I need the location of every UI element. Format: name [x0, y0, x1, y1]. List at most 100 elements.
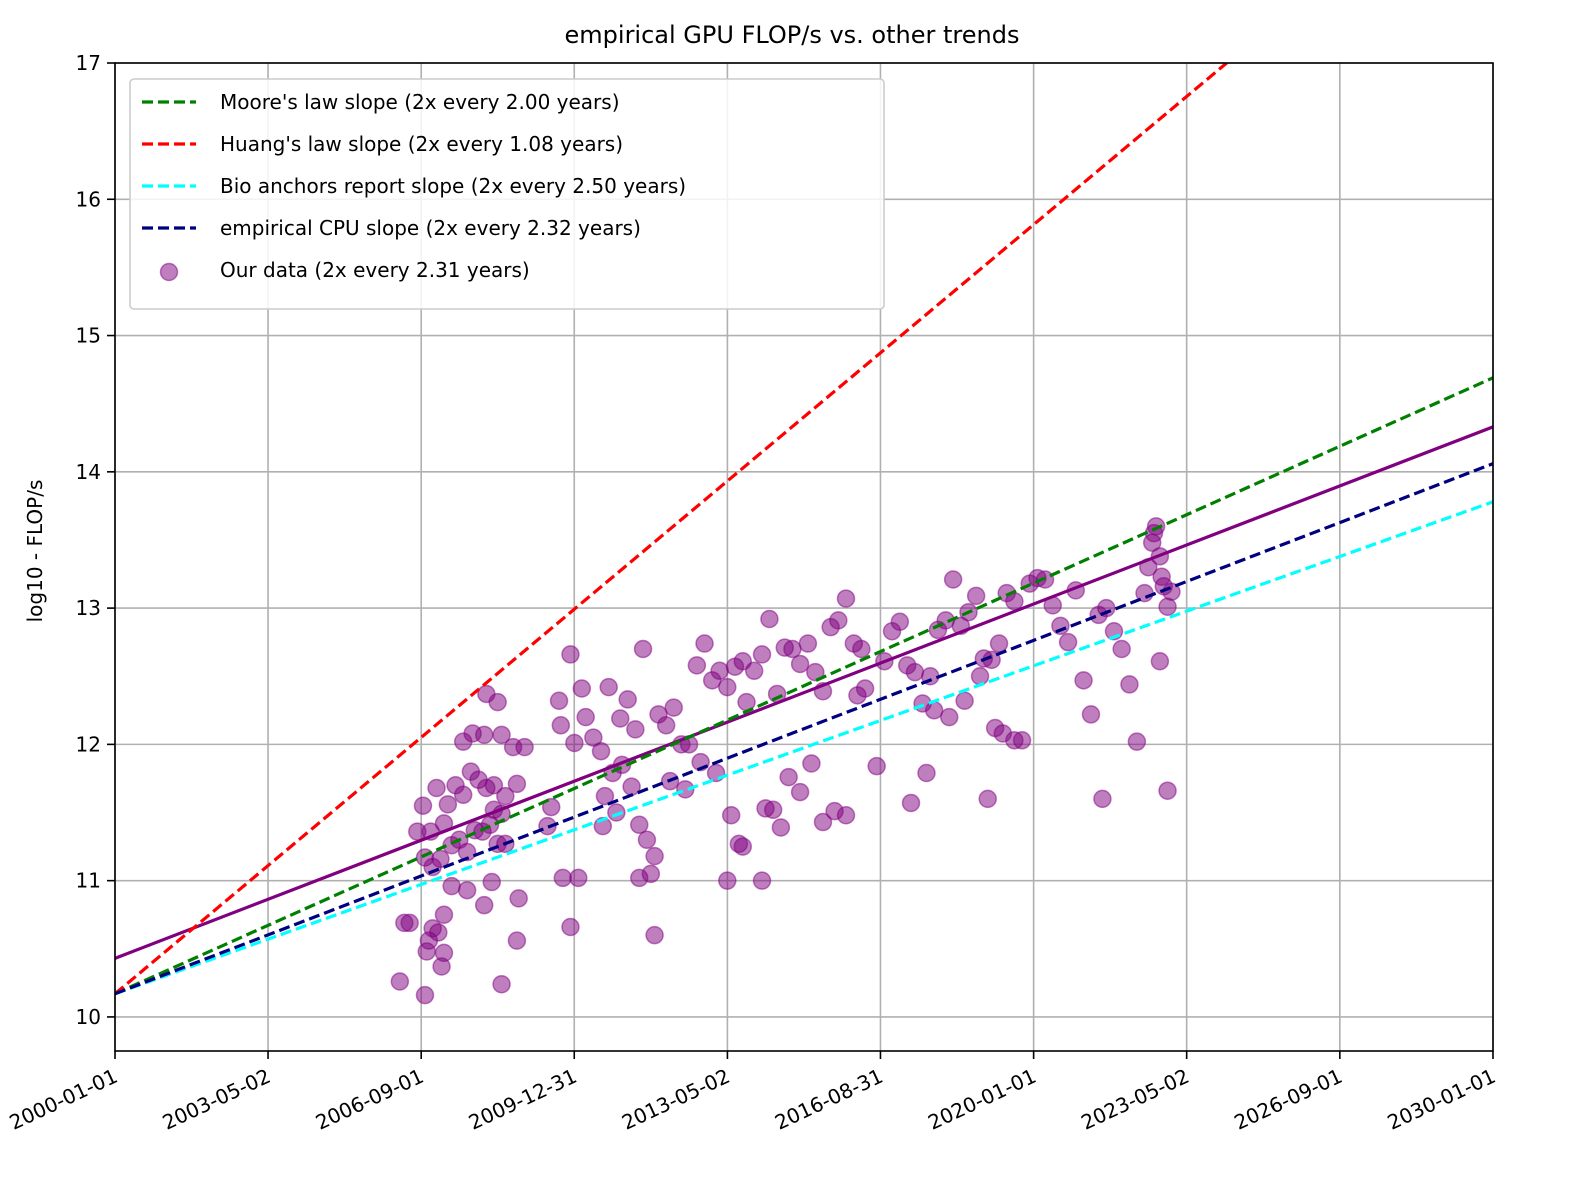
scatter-point: [591, 741, 611, 761]
scatter-point: [813, 681, 833, 701]
scatter-point: [551, 716, 571, 735]
scatter-point: [779, 767, 798, 787]
y-tick-label: 16: [76, 187, 101, 211]
scatter-point: [645, 925, 664, 945]
scatter-point: [802, 754, 821, 773]
scatter-point: [561, 645, 580, 664]
scatter-point: [595, 786, 615, 806]
scatter-point: [496, 786, 515, 806]
scatter-point: [474, 895, 494, 915]
scatter-point: [400, 913, 419, 933]
scatter-point: [676, 780, 695, 799]
scatter-point: [718, 871, 737, 890]
scatter-point: [852, 639, 871, 659]
y-tick-label: 17: [76, 51, 101, 75]
scatter-point: [855, 679, 875, 698]
scatter-point: [721, 805, 741, 825]
scatter-point: [434, 905, 454, 924]
scatter-point: [482, 872, 502, 892]
scatter-point: [1150, 547, 1170, 566]
legend-label: Moore's law slope (2x every 2.00 years): [220, 90, 620, 114]
scatter-point: [626, 720, 645, 739]
scatter-point: [718, 677, 737, 697]
scatter-point: [836, 589, 856, 608]
x-tick-label: 2013-05-02: [618, 1064, 733, 1135]
trend-line: [115, 500, 1493, 996]
scatter-point: [457, 880, 477, 900]
scatter-point: [1127, 732, 1147, 751]
scatter-point: [939, 707, 959, 727]
y-tick-label: 14: [76, 460, 101, 484]
scatter-point: [576, 707, 595, 727]
scatter-point: [541, 797, 561, 817]
scatter-point: [943, 570, 963, 589]
legend-label: empirical CPU slope (2x every 2.32 years…: [220, 216, 641, 240]
scatter-point: [622, 777, 641, 796]
scatter-point: [706, 763, 726, 783]
scatter-point: [1150, 652, 1170, 671]
scatter-point: [763, 800, 783, 820]
scatter-point: [1058, 632, 1078, 652]
legend-box: [129, 78, 885, 310]
scatter-point: [415, 985, 435, 1005]
scatter-point: [569, 868, 588, 888]
y-tick-label: 12: [76, 732, 101, 756]
scatter-point: [429, 923, 448, 942]
scatter-point: [664, 698, 683, 717]
legend: Moore's law slope (2x every 2.00 years) H…: [129, 78, 885, 310]
scatter-point: [813, 812, 833, 832]
scatter-point: [760, 609, 779, 629]
scatter-point: [438, 795, 458, 814]
scatter-point: [1012, 731, 1032, 750]
scatter-point: [970, 666, 990, 686]
scatter-point: [442, 876, 461, 896]
scatter-point: [515, 737, 534, 757]
scatter-point: [572, 679, 592, 698]
scatter-point: [752, 645, 772, 664]
scatter-point: [790, 782, 810, 802]
scatter-point: [905, 662, 925, 682]
x-tick-label: 2026-09-01: [1230, 1064, 1345, 1135]
scatter-point: [1158, 597, 1177, 616]
scatter-point: [989, 634, 1009, 653]
legend-label: Huang's law slope (2x every 1.08 years): [220, 132, 623, 156]
legend-swatch: [159, 262, 179, 282]
trend-line: [115, 376, 1493, 996]
y-tick-label: 15: [76, 324, 101, 348]
fit-line: [115, 425, 1493, 960]
scatter-point: [637, 830, 657, 850]
scatter-point: [484, 776, 504, 795]
trend-line: [115, 462, 1493, 996]
chart-title: empirical GPU FLOP/s vs. other trends: [565, 21, 1020, 49]
scatter-point: [978, 789, 997, 809]
x-tick-label: 2006-09-01: [312, 1064, 427, 1135]
scatter-point: [507, 931, 527, 950]
scatter-point: [561, 917, 580, 937]
scatter-point: [875, 652, 894, 671]
scatter-point: [966, 586, 986, 606]
scatter-point: [901, 793, 921, 813]
legend-label: Bio anchors report slope (2x every 2.50 …: [220, 174, 686, 198]
scatter-point: [565, 733, 584, 753]
scatter-point: [829, 611, 848, 630]
x-tick-label: 2016-08-31: [771, 1064, 886, 1135]
scatter-point: [633, 639, 653, 659]
scatter-point: [867, 756, 886, 776]
scatter-point: [806, 662, 825, 682]
scatter-point: [630, 815, 649, 835]
scatter-point: [890, 612, 910, 631]
y-tick-label: 11: [76, 869, 101, 893]
trend-line: [115, 63, 1228, 995]
scatter-point: [607, 803, 626, 822]
scatter-point: [1066, 581, 1086, 600]
x-tick-label: 2009-12-31: [465, 1064, 580, 1135]
plot-frame: [114, 62, 1494, 1052]
scatter-point: [453, 785, 473, 805]
scatter-point: [1158, 781, 1177, 800]
scatter-point: [733, 837, 753, 856]
scatter-point: [656, 716, 676, 735]
x-tick-label: 2020-01-01: [924, 1064, 1039, 1135]
x-tick-label: 2000-01-01: [6, 1064, 121, 1135]
